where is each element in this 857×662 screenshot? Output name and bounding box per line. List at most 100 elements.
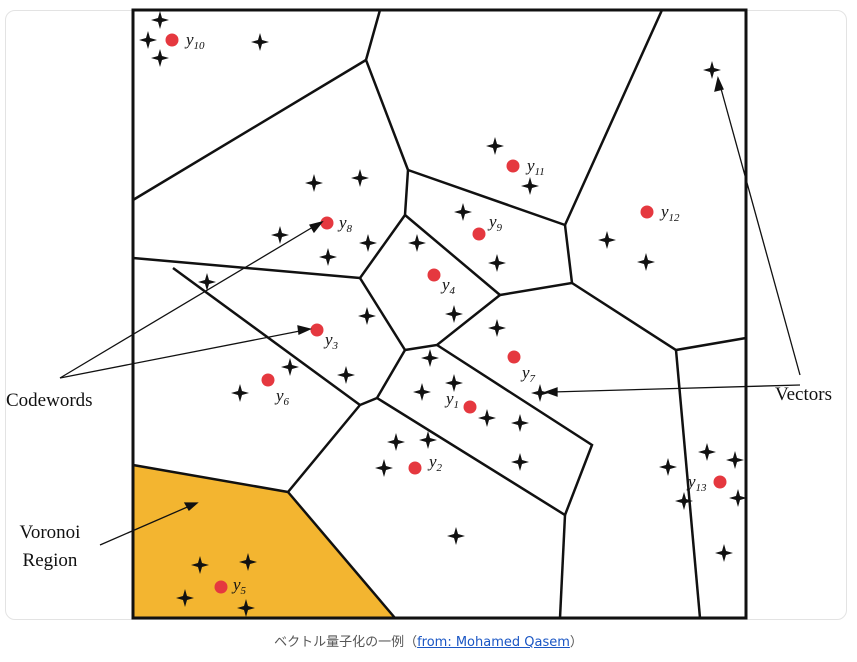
vector-mark	[598, 231, 616, 249]
codeword-label: y4	[440, 275, 456, 297]
vector-mark	[511, 414, 529, 432]
vector-mark	[231, 384, 249, 402]
codeword-dot	[310, 323, 324, 337]
vector-mark	[486, 137, 504, 155]
codeword-symbol: y	[487, 212, 497, 231]
vector-mark	[359, 234, 377, 252]
caption: ベクトル量子化の一例（from: Mohamed Qasem）	[0, 631, 857, 650]
codeword-label: y10	[184, 30, 205, 52]
vector-mark	[445, 374, 463, 392]
codeword-dot	[408, 461, 422, 475]
vector-mark	[413, 383, 431, 401]
arrows	[59, 75, 801, 546]
codeword-symbol: y	[427, 452, 437, 471]
vector-mark	[319, 248, 337, 266]
codeword-symbol: y	[686, 472, 696, 491]
vector-mark	[239, 553, 257, 571]
voronoi-edges	[132, 9, 747, 619]
vector-mark	[139, 31, 157, 49]
vector-mark	[419, 431, 437, 449]
codeword-symbol: y	[659, 202, 669, 221]
vector-mark	[237, 599, 255, 617]
codeword-dot	[320, 216, 334, 230]
vector-mark	[176, 589, 194, 607]
codeword-index: 9	[497, 222, 503, 234]
vector-mark	[151, 11, 169, 29]
vector-mark	[351, 169, 369, 187]
vector-mark	[488, 319, 506, 337]
codeword-index: 7	[530, 373, 536, 385]
source-link[interactable]: from: Mohamed Qasem	[417, 635, 570, 650]
codeword-index: 13	[696, 482, 708, 494]
codeword-dot	[165, 33, 179, 47]
vector-mark	[637, 253, 655, 271]
codeword-dot	[713, 475, 727, 489]
caption-text: ベクトル量子化の一例（	[274, 635, 418, 650]
codeword-label: y12	[659, 202, 680, 224]
vector-mark	[151, 49, 169, 67]
codeword-index: 4	[450, 285, 456, 297]
vector-mark	[305, 174, 323, 192]
vector-mark	[387, 433, 405, 451]
vector-mark	[454, 203, 472, 221]
vector-mark	[198, 273, 216, 291]
vectors	[139, 11, 747, 617]
codeword-symbol: y	[274, 386, 284, 405]
codeword-index: 5	[241, 585, 247, 597]
vector-mark	[478, 409, 496, 427]
vector-mark	[729, 489, 747, 507]
vector-mark	[675, 492, 693, 510]
region-label: Region	[23, 550, 78, 571]
vector-mark	[703, 61, 721, 79]
codeword-index: 10	[194, 40, 206, 52]
codeword-dot	[463, 400, 477, 414]
codewords-label: Codewords	[6, 390, 93, 411]
frame	[131, 8, 748, 620]
codeword-symbol: y	[440, 275, 450, 294]
codeword-symbol: y	[323, 330, 333, 349]
codeword-dot	[427, 268, 441, 282]
vector-mark	[447, 527, 465, 545]
codeword-symbol: y	[337, 213, 347, 232]
codeword-label: y1	[444, 389, 459, 411]
codeword-label: y3	[323, 330, 339, 352]
vector-mark	[715, 544, 733, 562]
codeword-symbol: y	[184, 30, 194, 49]
codeword-index: 1	[454, 399, 460, 411]
vector-mark	[659, 458, 677, 476]
vector-mark	[358, 307, 376, 325]
vector-mark	[521, 177, 539, 195]
voronoi-region-fill	[133, 465, 395, 618]
vector-mark	[511, 453, 529, 471]
codeword-dot	[214, 580, 228, 594]
codeword-index: 3	[332, 340, 339, 352]
codeword-label: y6	[274, 386, 290, 408]
codeword-index: 8	[347, 223, 353, 235]
vector-mark	[698, 443, 716, 461]
codeword-symbol: y	[525, 156, 535, 175]
codeword-label: y7	[520, 363, 536, 385]
codeword-index: 11	[535, 166, 545, 178]
codeword-label: y8	[337, 213, 353, 235]
vector-mark	[421, 349, 439, 367]
codeword-dot	[640, 205, 654, 219]
vector-mark	[445, 305, 463, 323]
codeword-symbol: y	[520, 363, 530, 382]
vector-mark	[488, 254, 506, 272]
codeword-label: y11	[525, 156, 545, 178]
codeword-symbol: y	[444, 389, 454, 408]
vector-mark	[531, 384, 549, 402]
caption-close: ）	[569, 635, 583, 650]
vector-mark	[408, 234, 426, 252]
codeword-dot	[261, 373, 275, 387]
codeword-label: y5	[231, 575, 247, 597]
vectors-label: Vectors	[775, 384, 832, 405]
codeword-label: y13	[686, 472, 707, 494]
codeword-dot	[507, 350, 521, 364]
codeword-dot	[506, 159, 520, 173]
vector-mark	[281, 358, 299, 376]
vector-mark	[191, 556, 209, 574]
vector-mark	[271, 226, 289, 244]
